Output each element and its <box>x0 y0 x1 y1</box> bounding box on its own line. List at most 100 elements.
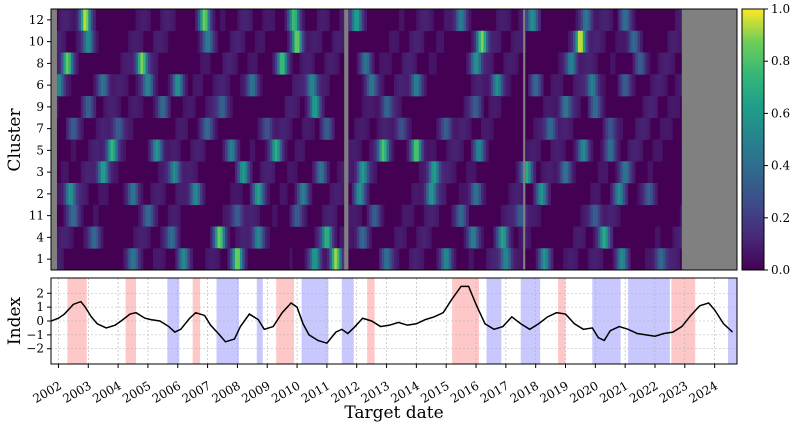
heatmap-cell <box>202 9 206 32</box>
heatmap-cell <box>242 248 246 271</box>
heatmap-cell <box>252 183 256 206</box>
heatmap-cell <box>558 74 561 97</box>
heatmap-cell <box>222 52 226 75</box>
heatmap-cell <box>565 117 569 140</box>
heatmap-cell <box>518 183 522 206</box>
heatmap-cell <box>152 248 156 271</box>
heatmap-cell <box>423 139 427 162</box>
heatmap-cell <box>458 204 462 227</box>
heatmap-cell <box>471 74 474 97</box>
heatmap-cell <box>324 248 328 271</box>
heatmap-cell <box>411 204 415 227</box>
heatmap-cell <box>530 74 534 97</box>
heatmap-cell <box>625 183 628 206</box>
heatmap-cell <box>98 226 102 249</box>
colorbar-tick-label: 0.6 <box>771 106 790 120</box>
heatmap-cell <box>133 226 136 249</box>
heatmap-cell <box>381 74 385 97</box>
heatmap-cell <box>334 30 338 53</box>
heatmap-cell <box>128 30 131 53</box>
shaded-region <box>276 278 295 364</box>
heatmap-cell <box>401 117 405 140</box>
heatmap-cell <box>582 204 586 227</box>
heatmap-cell <box>175 248 179 271</box>
heatmap-cell <box>165 139 169 162</box>
year-tick-label: 2008 <box>209 378 242 405</box>
heatmap-cell <box>105 74 109 97</box>
heatmap-cell <box>408 139 412 162</box>
heatmap-cell <box>401 52 405 75</box>
heatmap-cell <box>543 183 546 206</box>
heatmap-cell <box>354 226 358 249</box>
index-tick-label: 1 <box>36 300 44 314</box>
heatmap-cell <box>582 30 586 53</box>
heatmap-cell <box>237 204 241 227</box>
heatmap-cell <box>309 30 313 53</box>
heatmap-cell <box>575 30 579 53</box>
heatmap-cell <box>108 74 112 97</box>
heatmap-cell <box>339 161 343 184</box>
heatmap-cell <box>341 161 345 184</box>
heatmap-cell <box>269 161 273 184</box>
heatmap-cell <box>418 74 422 97</box>
heatmap-cell <box>182 74 186 97</box>
heatmap-cell <box>408 204 412 227</box>
heatmap-cell <box>408 74 412 97</box>
heatmap-cell <box>438 117 442 140</box>
heatmap-cell <box>453 139 457 162</box>
heatmap-cell <box>659 74 663 97</box>
heatmap-cell <box>580 9 584 32</box>
heatmap-cell <box>133 30 136 53</box>
heatmap-cell <box>595 30 599 53</box>
heatmap-cell <box>287 117 290 140</box>
heatmap-cell <box>654 248 658 271</box>
heatmap-cell <box>530 9 534 32</box>
heatmap-cell <box>224 52 228 75</box>
heatmap-cell <box>592 52 596 75</box>
heatmap-cell <box>244 9 248 32</box>
heatmap-cell <box>272 139 276 162</box>
heatmap-cell <box>140 204 144 227</box>
heatmap-cell <box>577 226 581 249</box>
heatmap-cell <box>187 183 191 206</box>
heatmap-cell <box>565 248 569 271</box>
heatmap-cell <box>476 139 479 162</box>
heatmap-cell <box>232 248 236 271</box>
heatmap-cell <box>152 74 156 97</box>
year-tick-label: 2010 <box>269 378 302 405</box>
heatmap-cell <box>642 96 646 119</box>
heatmap-cell <box>110 139 114 162</box>
heatmap-cell <box>351 139 355 162</box>
colorbar-tick-label: 0.2 <box>771 211 790 225</box>
heatmap-cell <box>386 139 390 162</box>
heatmap-cell <box>426 226 430 249</box>
heatmap-cell <box>413 248 417 271</box>
heatmap-cell <box>302 183 305 206</box>
heatmap-cell <box>627 161 631 184</box>
heatmap-cell <box>309 117 313 140</box>
heatmap-cell <box>224 96 228 119</box>
heatmap-cell <box>123 183 126 206</box>
heatmap-cell <box>210 117 213 140</box>
heatmap-cell <box>264 139 268 162</box>
heatmap-cell <box>152 52 156 75</box>
heatmap-cell <box>473 183 477 206</box>
heatmap-cell <box>142 52 146 75</box>
heatmap-cell <box>674 9 678 32</box>
heatmap-cell <box>212 248 216 271</box>
heatmap-cell <box>610 226 614 249</box>
heatmap-cell <box>65 226 69 249</box>
index-series-line <box>51 285 734 345</box>
heatmap-cell <box>572 74 576 97</box>
heatmap-cell <box>267 9 271 32</box>
heatmap-cell <box>257 30 261 53</box>
heatmap-cell <box>130 248 134 271</box>
heatmap-cell <box>421 9 425 32</box>
heatmap-cell <box>650 96 653 119</box>
heatmap-cell <box>289 204 293 227</box>
heatmap-cell <box>550 248 554 271</box>
heatmap-cell <box>234 30 238 53</box>
heatmap-cell <box>252 52 256 75</box>
heatmap-cell <box>289 52 293 75</box>
heatmap-cell <box>262 161 266 184</box>
